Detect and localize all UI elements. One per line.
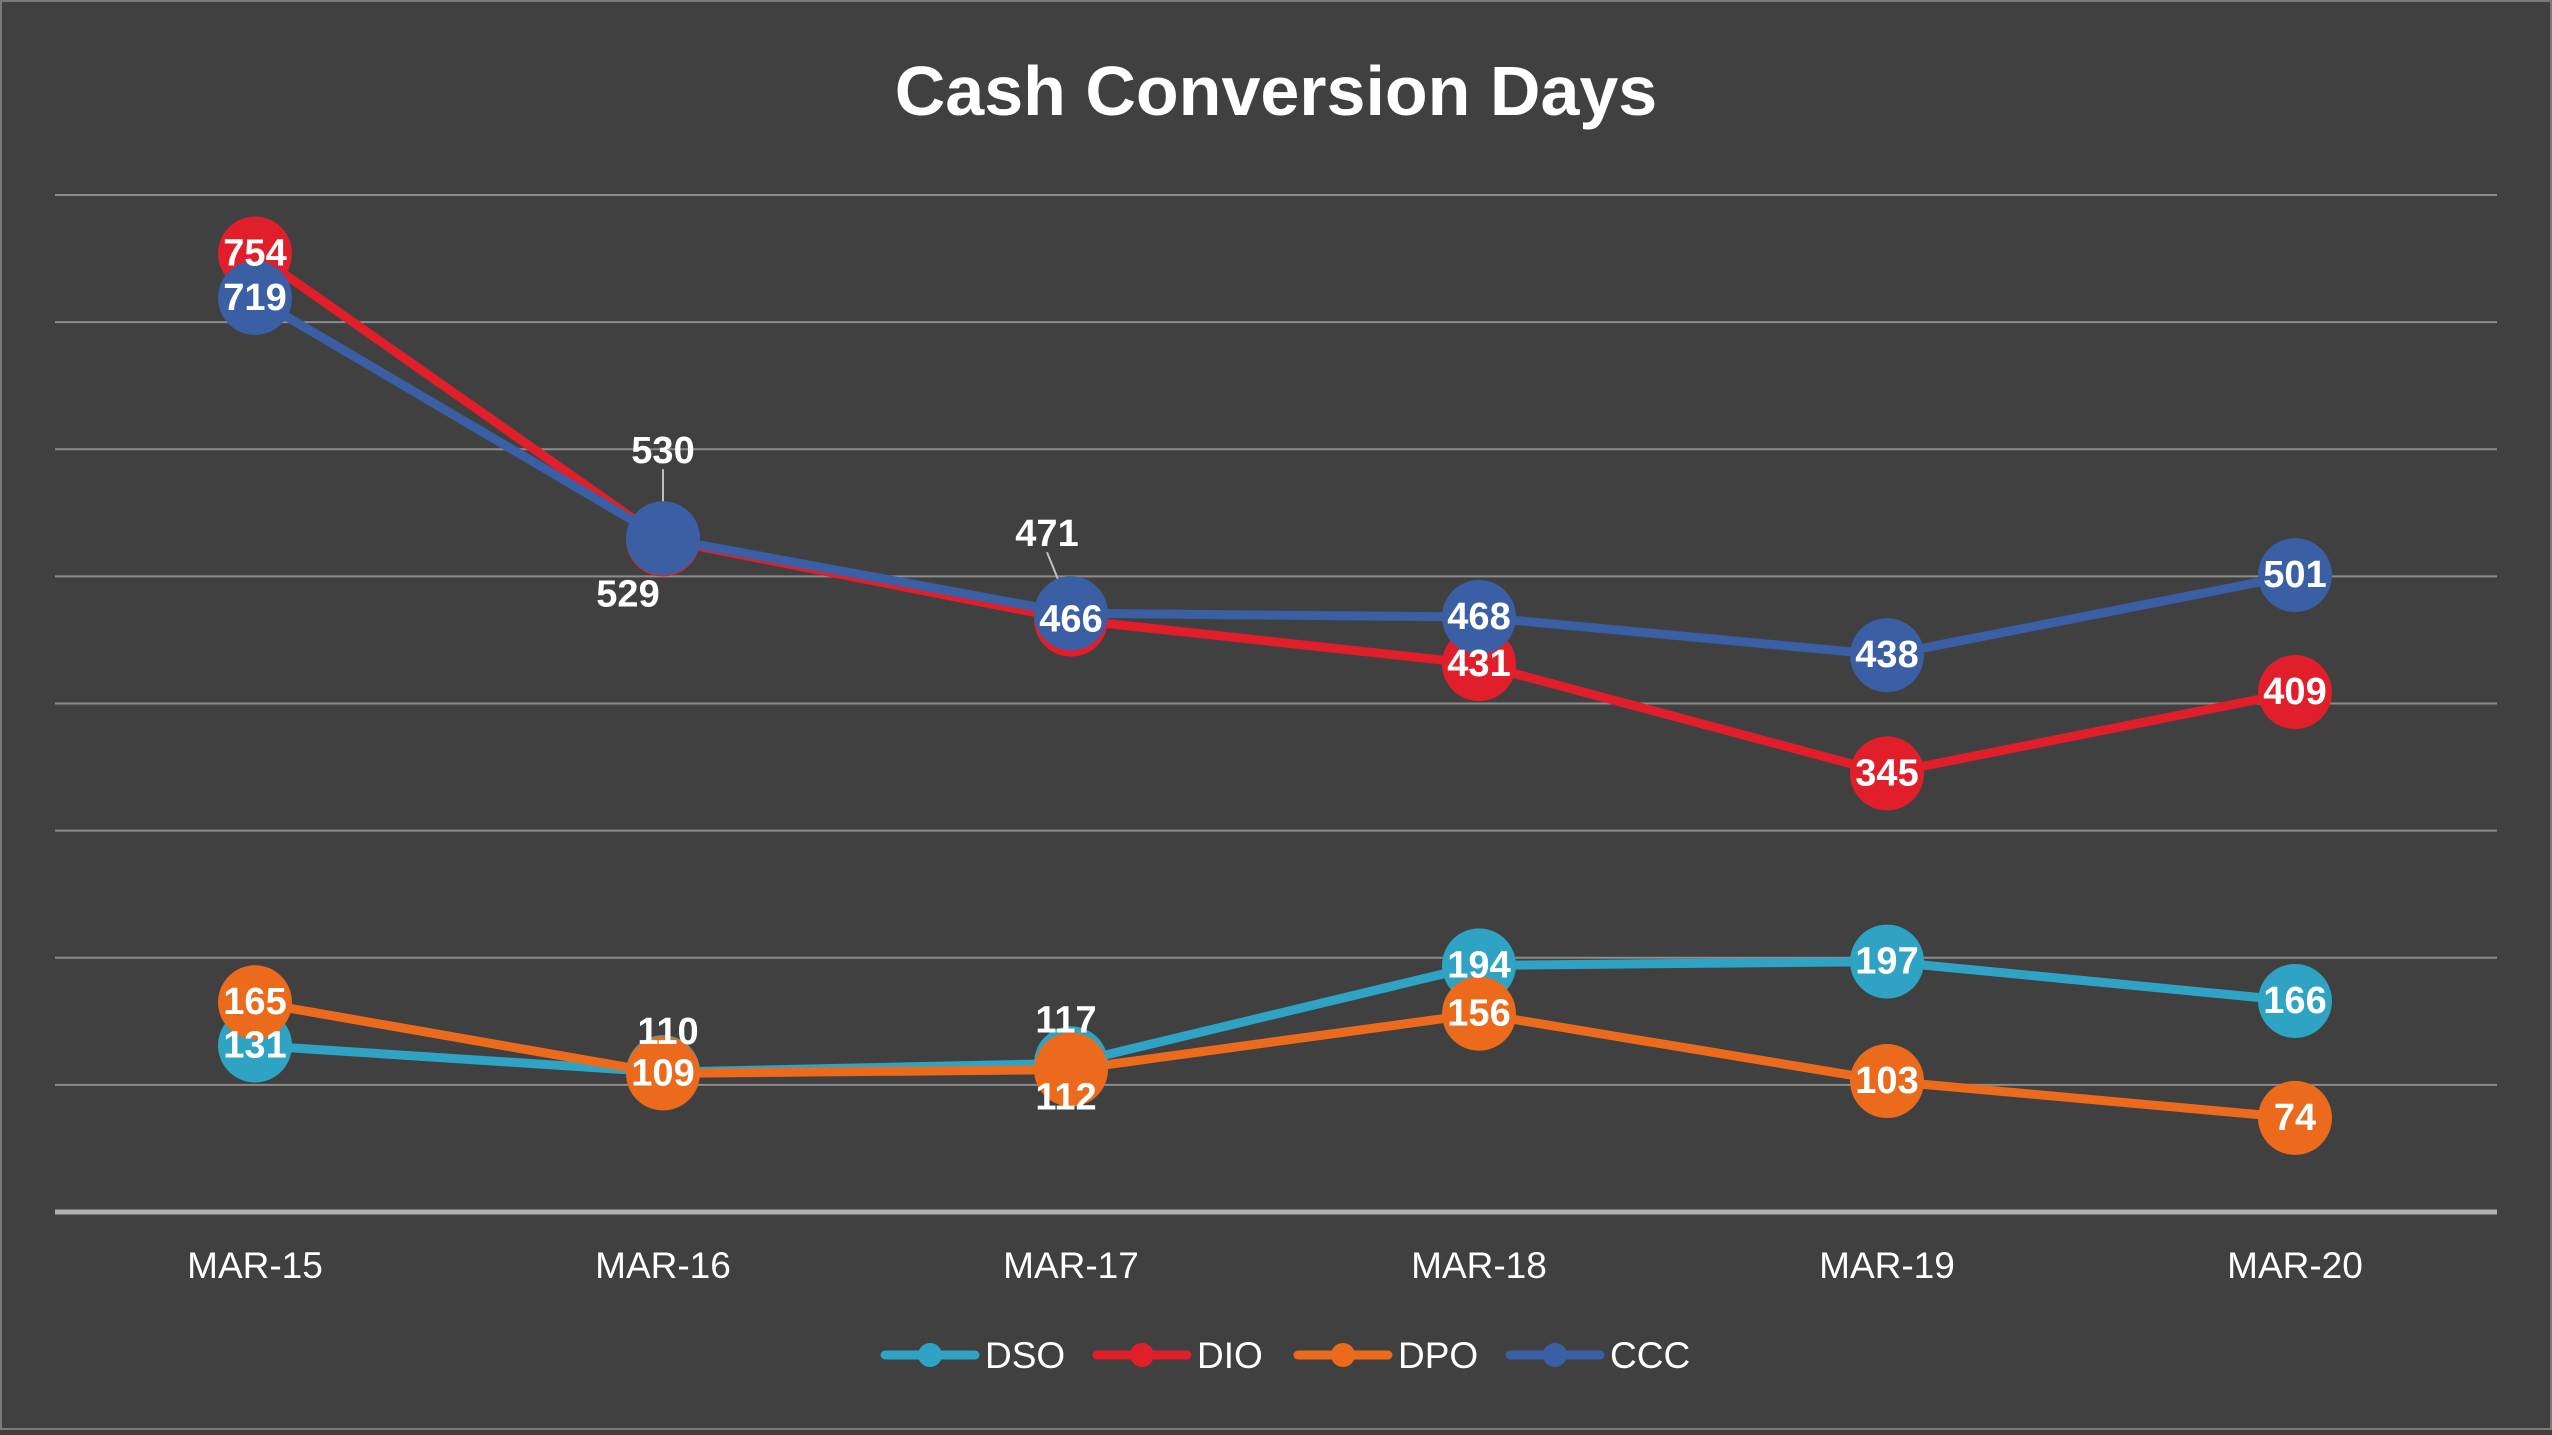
legend-item-dso: DSO bbox=[880, 1335, 1065, 1376]
legend-label: CCC bbox=[1610, 1335, 1690, 1376]
data-point-dpo bbox=[1442, 976, 1516, 1051]
data-label-dso: 117 bbox=[1035, 999, 1096, 1041]
data-label-ccc: 471 bbox=[1015, 513, 1078, 555]
legend-label: DSO bbox=[985, 1335, 1065, 1376]
data-point-ccc bbox=[626, 501, 700, 576]
data-label-dso: 166 bbox=[2263, 980, 2326, 1022]
chart-title: Cash Conversion Days bbox=[895, 52, 1657, 130]
data-label-dio: 529 bbox=[596, 574, 659, 616]
legend-item-dio: DIO bbox=[1092, 1335, 1263, 1376]
data-point-dso bbox=[1850, 924, 1924, 999]
data-point-dpo bbox=[626, 1036, 700, 1111]
data-label-dio: 431 bbox=[1447, 643, 1510, 685]
x-tick-label: MAR-19 bbox=[1819, 1245, 1955, 1286]
data-label-dpo: 112 bbox=[1035, 1077, 1096, 1119]
data-label-ccc: 468 bbox=[1447, 596, 1510, 638]
legend-swatch-marker bbox=[1130, 1343, 1154, 1367]
data-label-ccc: 501 bbox=[2263, 554, 2326, 596]
data-point-dio bbox=[1850, 736, 1924, 811]
series-line-ccc bbox=[250, 293, 2300, 660]
data-label-ccc: 438 bbox=[1855, 634, 1918, 676]
data-point-dpo bbox=[1850, 1044, 1924, 1119]
data-label-dpo: 165 bbox=[223, 981, 286, 1023]
data-label-dso: 194 bbox=[1447, 944, 1510, 986]
data-label-dio: 409 bbox=[2263, 671, 2326, 713]
data-label-dso: 197 bbox=[1855, 941, 1918, 983]
data-point-ccc bbox=[2258, 538, 2332, 613]
data-label-dio: 345 bbox=[1855, 752, 1918, 794]
series-dio bbox=[250, 248, 2300, 778]
data-point-ccc bbox=[1850, 618, 1924, 693]
data-point-dso bbox=[2258, 963, 2332, 1038]
series-dpo bbox=[250, 997, 2300, 1123]
legend-item-dpo: DPO bbox=[1293, 1335, 1478, 1376]
x-tick-label: MAR-17 bbox=[1003, 1245, 1139, 1286]
data-label-dpo: 109 bbox=[631, 1052, 694, 1094]
data-point-dio bbox=[2258, 655, 2332, 730]
legend-swatch-marker bbox=[918, 1343, 942, 1367]
series-ccc bbox=[250, 293, 2300, 660]
legend: DSO DIO DPO CCC bbox=[880, 1335, 1690, 1376]
x-axis: MAR-15 MAR-16 MAR-17 MAR-18 MAR-19 MAR-20 bbox=[55, 1209, 2497, 1286]
series-dso bbox=[250, 957, 2300, 1077]
data-labels: 131 110 117 194 197 166 165 109 112 156 103 74 754 52… bbox=[223, 232, 2326, 1138]
x-tick-label: MAR-15 bbox=[187, 1245, 323, 1286]
x-tick-label: MAR-16 bbox=[595, 1245, 731, 1286]
data-point-dpo bbox=[1034, 1032, 1108, 1107]
series-points bbox=[218, 216, 2332, 1155]
data-point-ccc bbox=[1442, 580, 1516, 655]
gridlines bbox=[55, 194, 2497, 1086]
data-label-dpo: 156 bbox=[1447, 993, 1510, 1035]
data-point-dpo bbox=[218, 965, 292, 1040]
legend-label: DIO bbox=[1197, 1335, 1263, 1376]
data-label-dpo: 103 bbox=[1855, 1060, 1918, 1102]
data-label-dpo: 74 bbox=[2274, 1097, 2316, 1139]
data-label-dio: 754 bbox=[223, 232, 286, 274]
data-label-ccc: 530 bbox=[631, 430, 694, 472]
legend-swatch-marker bbox=[1543, 1343, 1567, 1367]
legend-label: DPO bbox=[1398, 1335, 1478, 1376]
data-label-ccc: 719 bbox=[223, 277, 286, 319]
series-lines bbox=[250, 248, 2300, 1123]
data-point-dpo bbox=[2258, 1080, 2332, 1155]
legend-swatch-marker bbox=[1331, 1343, 1355, 1367]
series-line-dso bbox=[250, 957, 2300, 1077]
data-label-dso: 131 bbox=[223, 1024, 286, 1066]
x-tick-label: MAR-18 bbox=[1411, 1245, 1547, 1286]
data-point-ccc bbox=[218, 260, 292, 335]
data-label-dio: 466 bbox=[1039, 599, 1102, 641]
x-tick-label: MAR-20 bbox=[2227, 1245, 2363, 1286]
data-point-ccc bbox=[1034, 576, 1108, 651]
series-line-dpo bbox=[250, 997, 2300, 1123]
data-label-dso: 110 bbox=[637, 1011, 698, 1053]
legend-item-ccc: CCC bbox=[1505, 1335, 1690, 1376]
series-line-dio bbox=[250, 248, 2300, 778]
